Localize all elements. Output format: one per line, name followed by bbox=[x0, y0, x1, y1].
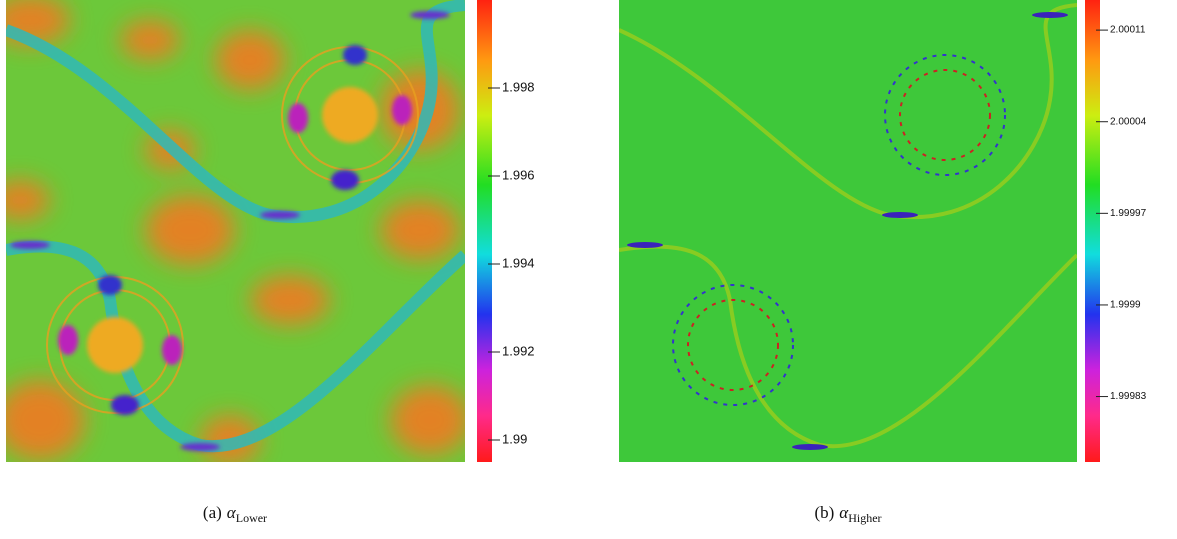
figure: 1.99 1.992 1.994 1.996 1.998 (a)αLower 1.99983… bbox=[0, 0, 1177, 539]
caption-label: (a) bbox=[203, 503, 222, 522]
caption-label: (b) bbox=[814, 503, 834, 522]
colorbar bbox=[1085, 0, 1100, 462]
caption: (b)αHigher bbox=[814, 503, 881, 525]
colorbar-tick-label: 1.99983 bbox=[1110, 391, 1147, 402]
field-b bbox=[619, 0, 1077, 462]
caption: (a)αLower bbox=[203, 503, 267, 525]
colorbar-tick-label: 1.998 bbox=[502, 79, 535, 94]
colorbar-tick-label: 2.00011 bbox=[1110, 25, 1146, 36]
caption-subscript: Lower bbox=[236, 511, 267, 525]
colorbar-tick-label: 1.996 bbox=[502, 167, 535, 182]
colorbar bbox=[477, 0, 492, 462]
colorbar-tick-label: 1.99 bbox=[502, 431, 527, 446]
page: {"chart_data": [ {"type": "heatmap", "ca… bbox=[0, 0, 1177, 539]
colorbar-tick-label: 1.9999 bbox=[1110, 300, 1141, 311]
colorbar-tick-label: 2.00004 bbox=[1110, 116, 1147, 127]
colorbar-tick-label: 1.99997 bbox=[1110, 208, 1147, 219]
field-a bbox=[0, 0, 470, 465]
colorbar-tick-label: 1.994 bbox=[502, 255, 535, 270]
colorbar-tick-label: 1.992 bbox=[502, 343, 535, 358]
caption-subscript: Higher bbox=[848, 511, 881, 525]
